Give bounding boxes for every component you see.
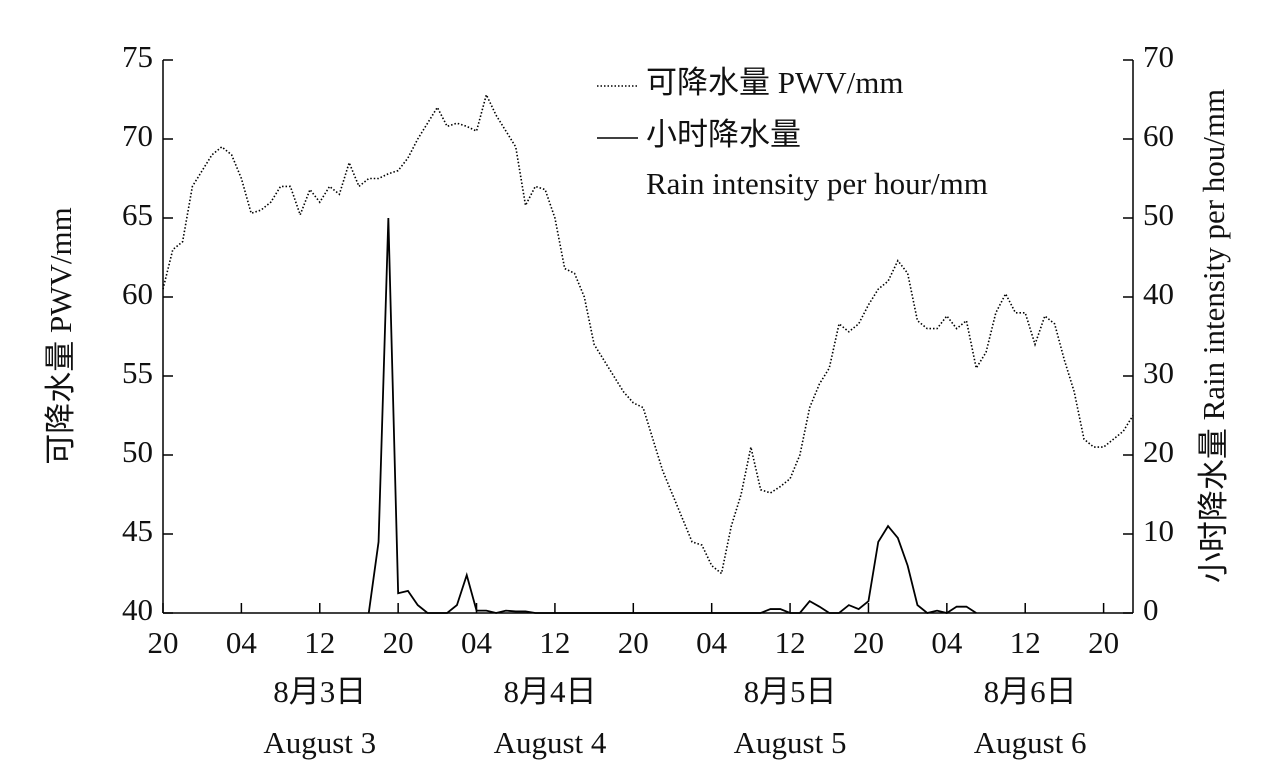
day-label-en: August 4 xyxy=(494,725,607,760)
x-tick-label: 20 xyxy=(148,625,179,660)
legend-label: 可降水量 PWV/mm xyxy=(646,65,903,100)
series-line xyxy=(162,92,1134,575)
day-label: 8月4日 xyxy=(504,674,597,709)
x-tick-label: 04 xyxy=(931,625,963,660)
day-label: 8月3日 xyxy=(273,674,366,709)
day-label-en: August 3 xyxy=(263,725,376,760)
x-tick-label: 20 xyxy=(383,625,414,660)
y2-tick-label: 50 xyxy=(1143,197,1174,232)
y-tick-label: 40 xyxy=(122,592,153,627)
y2-tick-label: 0 xyxy=(1143,592,1159,627)
y2-tick-label: 10 xyxy=(1143,513,1174,548)
y2-tick-label: 60 xyxy=(1143,118,1174,153)
y-tick-label: 55 xyxy=(122,355,153,390)
day-label-en: August 6 xyxy=(974,725,1087,760)
y2-tick-label: 70 xyxy=(1143,39,1174,74)
y2-tick-label: 20 xyxy=(1143,434,1174,469)
legend-label-en: Rain intensity per hour/mm xyxy=(646,166,988,201)
y2-axis-label: 小时降水量 Rain intensity per hou/mm xyxy=(1196,89,1231,583)
y2-tick-label: 30 xyxy=(1143,355,1174,390)
series-line xyxy=(367,217,977,614)
x-tick-label: 20 xyxy=(618,625,649,660)
y-tick-label: 65 xyxy=(122,197,153,232)
legend-label: 小时降水量 xyxy=(646,117,801,152)
x-tick-label: 12 xyxy=(539,625,570,660)
x-tick-label: 12 xyxy=(304,625,335,660)
y2-tick-label: 40 xyxy=(1143,276,1174,311)
day-label: 8月6日 xyxy=(984,674,1077,709)
y-tick-label: 45 xyxy=(122,513,153,548)
x-tick-label: 12 xyxy=(1010,625,1041,660)
x-tick-label: 12 xyxy=(775,625,806,660)
x-tick-label: 04 xyxy=(696,625,728,660)
x-tick-label: 20 xyxy=(853,625,884,660)
day-label: 8月5日 xyxy=(744,674,837,709)
y-tick-label: 50 xyxy=(122,434,153,469)
y-tick-label: 70 xyxy=(122,118,153,153)
x-tick-label: 04 xyxy=(226,625,258,660)
day-label-en: August 5 xyxy=(734,725,847,760)
x-tick-label: 20 xyxy=(1088,625,1119,660)
x-tick-label: 04 xyxy=(461,625,493,660)
y-axis-label: 可降水量 PWV/mm xyxy=(43,207,78,464)
y-tick-label: 60 xyxy=(122,276,153,311)
y-tick-label: 75 xyxy=(122,39,153,74)
